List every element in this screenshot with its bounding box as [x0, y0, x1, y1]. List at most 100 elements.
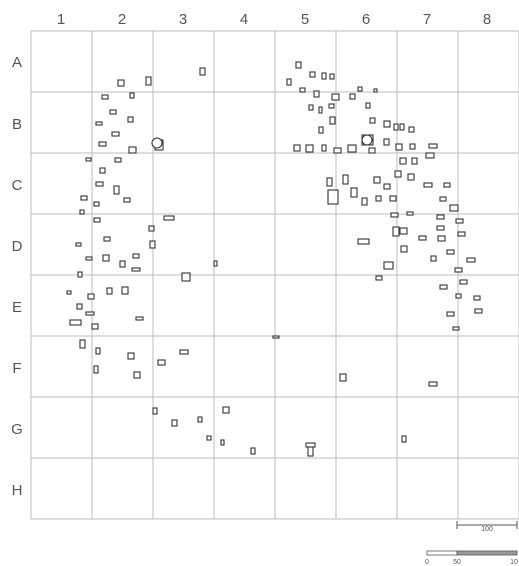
feature-outline	[305, 144, 314, 153]
feature-outline	[390, 212, 399, 218]
feature-outline	[80, 195, 88, 201]
feature-outline	[375, 275, 383, 281]
row-label-A: A	[12, 54, 22, 71]
feature-outline	[401, 435, 407, 443]
feature-outline	[117, 79, 125, 87]
feature-outline	[392, 226, 400, 237]
feature-outline	[93, 201, 100, 207]
feature-outline	[76, 303, 83, 310]
feature-outline	[407, 173, 415, 181]
feature-outline	[321, 144, 327, 152]
feature-outline	[361, 197, 368, 206]
feature-outline	[347, 144, 357, 153]
feature-outline	[220, 439, 225, 446]
feature-outline	[399, 123, 405, 131]
feature-outline	[91, 323, 99, 330]
feature-outline	[206, 435, 212, 441]
feature-outline	[98, 141, 107, 147]
feature-outline	[383, 183, 391, 190]
feature-outline	[131, 267, 141, 272]
feature-outline	[128, 146, 137, 154]
feature-outline	[333, 147, 342, 154]
row-label-E: E	[12, 299, 22, 316]
feature-outline	[93, 217, 101, 223]
feature-outline	[473, 295, 481, 301]
feature-outline	[474, 308, 483, 314]
feature-outline	[293, 144, 301, 152]
feature-outline	[106, 287, 113, 295]
feature-outline	[101, 94, 109, 100]
row-label-H: H	[12, 482, 23, 499]
row-label-G: G	[11, 421, 23, 438]
feature-outline	[149, 240, 156, 249]
feature-outline	[95, 347, 101, 355]
feature-outline	[437, 235, 446, 242]
feature-outline	[430, 255, 437, 262]
feature-outline	[132, 253, 140, 259]
feature-outline	[77, 271, 83, 278]
row-label-B: B	[12, 116, 22, 133]
feature-outline	[339, 373, 347, 382]
scale-tick-50: 50	[453, 559, 461, 566]
feature-outline	[373, 176, 381, 184]
feature-circle	[361, 134, 373, 146]
feature-outline	[199, 67, 206, 76]
row-label-D: D	[12, 238, 23, 255]
column-label-2: 2	[118, 11, 126, 28]
feature-outline	[399, 227, 408, 235]
row-labels: A B C D E F G H	[11, 54, 23, 499]
scale-bar-100-label: 100	[481, 526, 493, 533]
feature-outline	[394, 170, 402, 178]
feature-outline	[408, 126, 415, 133]
feature-outline	[393, 123, 399, 131]
feature-outline	[222, 406, 230, 414]
column-label-3: 3	[179, 11, 187, 28]
feature-outline	[102, 254, 110, 262]
feature-outline	[163, 215, 175, 221]
feature-outline	[113, 185, 120, 195]
feature-outline	[308, 104, 314, 111]
feature-outline	[406, 211, 414, 216]
feature-outline	[121, 286, 129, 295]
feature-outline	[328, 103, 335, 109]
feature-outline	[145, 76, 152, 86]
row-label-C: C	[12, 177, 23, 194]
feature-outline	[286, 78, 292, 86]
column-label-7: 7	[423, 11, 431, 28]
feature-outline	[375, 195, 382, 202]
feature-outline	[114, 157, 122, 163]
feature-outline	[423, 182, 433, 188]
feature-outline	[79, 209, 85, 215]
feature-outline	[109, 109, 117, 115]
feature-outline	[452, 326, 460, 331]
row-label-F: F	[12, 360, 21, 377]
feature-outline	[436, 214, 445, 220]
feature-outline	[75, 242, 82, 247]
feature-outline	[295, 61, 302, 69]
feature-outline	[129, 92, 135, 99]
feature-outline	[428, 381, 438, 387]
feature-outline	[181, 272, 191, 282]
feature-outline	[329, 73, 335, 80]
feature-outline	[171, 419, 178, 427]
feature-outline	[446, 311, 455, 317]
feature-outline	[399, 157, 407, 165]
feature-outline	[123, 197, 131, 203]
feature-outline	[383, 138, 390, 146]
feature-outline	[439, 196, 447, 202]
feature-outline	[383, 261, 394, 270]
feature-outline	[111, 131, 120, 137]
feature-outline	[87, 293, 95, 300]
feature-outline	[85, 157, 92, 162]
feature-outline	[250, 447, 256, 455]
feature-outline	[357, 86, 363, 92]
feature-outline	[305, 442, 316, 448]
feature-outline	[411, 157, 418, 165]
scale-bar-100: 100	[456, 521, 518, 533]
feature-outline	[326, 177, 333, 187]
scale-tick-10: 10	[510, 559, 518, 566]
feature-outline	[454, 267, 463, 273]
feature-outline	[449, 204, 459, 212]
archaeological-features	[66, 61, 483, 457]
